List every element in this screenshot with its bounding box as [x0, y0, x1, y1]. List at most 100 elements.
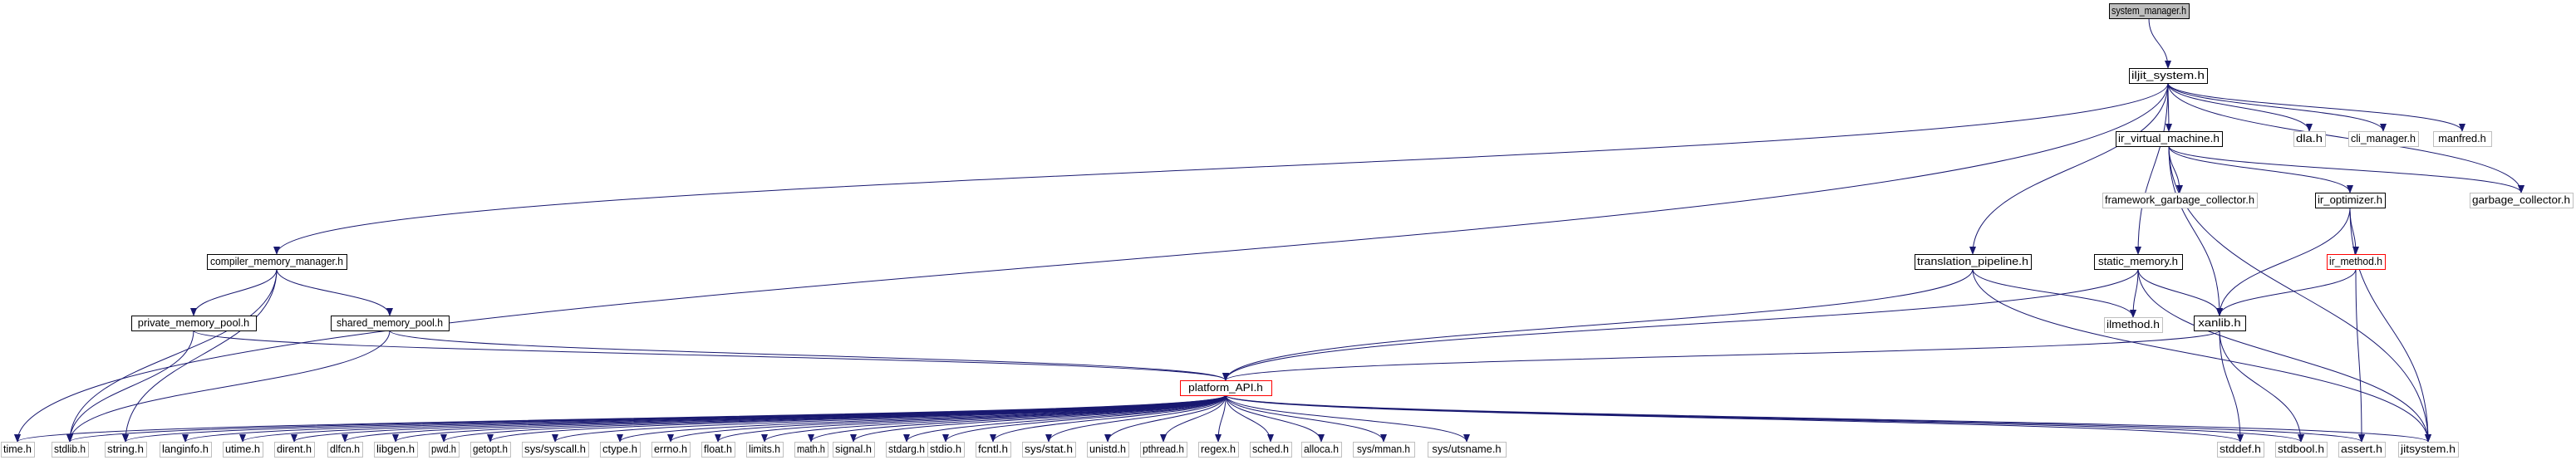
node-box — [2094, 254, 2183, 270]
node-dirent: dirent.h — [274, 442, 315, 458]
node-ir-optimizer[interactable]: ir_optimizer.h — [2315, 193, 2386, 208]
node-label: getopt.h — [473, 443, 508, 455]
node-float: float.h — [701, 442, 735, 458]
edge-ir_virtual_machine-to-ir_optimizer — [2168, 145, 2353, 193]
node-box — [105, 442, 147, 458]
node-xanlib[interactable]: xanlib.h — [2194, 316, 2246, 331]
node-box — [746, 442, 784, 458]
node-box — [327, 442, 363, 458]
node-label: stdarg.h — [888, 443, 925, 455]
node-label: xanlib.h — [2198, 316, 2240, 329]
node-label: errno.h — [654, 443, 687, 455]
node-ir-method[interactable]: ir_method.h — [2327, 254, 2386, 270]
node-box — [374, 442, 418, 458]
node-stdarg: stdarg.h — [886, 442, 928, 458]
node-platform-API[interactable]: platform_API.h — [1180, 380, 1272, 396]
node-langinfo: langinfo.h — [160, 442, 212, 458]
node-shared-memory-pool[interactable]: shared_memory_pool.h — [331, 316, 450, 331]
node-compiler-memory-manager[interactable]: compiler_memory_manager.h — [207, 254, 347, 270]
edge-platform_API-to-jitsystem — [1225, 394, 2431, 443]
edge-platform_API-to-fcntl — [990, 394, 1227, 443]
node-time: time.h — [1, 442, 35, 458]
node-box — [976, 442, 1011, 458]
edge-platform_API-to-stdlib — [66, 394, 1227, 443]
node-label: utime.h — [225, 443, 260, 455]
node-box — [701, 442, 735, 458]
node-translation-pipeline[interactable]: translation_pipeline.h — [1915, 254, 2032, 270]
node-label: garbage_collector.h — [2472, 193, 2570, 206]
node-label: pthread.h — [1143, 443, 1184, 455]
node-ir-virtual-machine[interactable]: ir_virtual_machine.h — [2116, 131, 2223, 147]
node-box — [274, 442, 315, 458]
node-label: ilmethod.h — [2107, 318, 2160, 330]
node-box — [2398, 442, 2459, 458]
node-label: sys/syscall.h — [524, 443, 586, 455]
node-system-manager[interactable]: system_manager.h — [2109, 3, 2190, 19]
edge-platform_API-to-regex — [1215, 394, 1227, 443]
edge-platform_API-to-sys_mman — [1225, 394, 1387, 443]
node-label: platform_API.h — [1188, 381, 1263, 394]
node-ctype: ctype.h — [600, 442, 641, 458]
node-label: ir_optimizer.h — [2318, 193, 2382, 206]
node-box — [2315, 193, 2386, 208]
edge-iljit_system-to-translation_pipeline — [1969, 82, 2169, 255]
node-cli-manager: cli_manager.h — [2348, 131, 2419, 147]
edge-iljit_system-to-static_memory — [2135, 82, 2169, 255]
node-box — [651, 442, 691, 458]
node-label: dla.h — [2296, 132, 2323, 144]
node-jitsystem: jitsystem.h — [2398, 442, 2459, 458]
node-box — [2194, 316, 2246, 331]
node-utime: utime.h — [223, 442, 263, 458]
node-manfred: manfred.h — [2433, 131, 2492, 147]
node-box — [927, 442, 965, 458]
edge-ir_method-to-assert — [2355, 268, 2365, 443]
edges-layer — [14, 17, 2524, 443]
edge-platform_API-to-math — [808, 394, 1227, 443]
node-garbage-collector: garbage_collector.h — [2470, 193, 2574, 208]
node-box — [833, 442, 875, 458]
node-box — [2348, 131, 2419, 147]
edge-static_memory-to-ilmethod — [2130, 268, 2139, 318]
edge-translation_pipeline-to-ilmethod — [1972, 268, 2136, 318]
node-box — [1301, 442, 1342, 458]
node-label: compiler_memory_manager.h — [210, 255, 343, 267]
node-label: manfred.h — [2438, 132, 2486, 144]
edge-platform_API-to-dlfcn — [342, 394, 1227, 443]
node-fcntl: fcntl.h — [976, 442, 1011, 458]
node-label: dirent.h — [277, 443, 312, 455]
node-label: math.h — [797, 443, 825, 455]
node-label: signal.h — [835, 443, 872, 455]
node-limits: limits.h — [746, 442, 784, 458]
node-box — [1198, 442, 1239, 458]
node-sys-syscall: sys/syscall.h — [522, 442, 589, 458]
node-getopt: getopt.h — [470, 442, 511, 458]
node-alloca: alloca.h — [1301, 442, 1342, 458]
edge-ir_method-to-xanlib — [2216, 268, 2357, 316]
edge-platform_API-to-sys_syscall — [552, 394, 1227, 443]
node-label: framework_garbage_collector.h — [2105, 193, 2254, 206]
node-private-memory-pool[interactable]: private_memory_pool.h — [131, 316, 257, 331]
node-box — [2293, 131, 2326, 147]
edge-iljit_system-to-time — [14, 82, 2169, 443]
edge-translation_pipeline-to-platform_API — [1222, 268, 1974, 381]
node-box — [331, 316, 450, 331]
node-label: unistd.h — [1089, 443, 1126, 455]
edge-translation_pipeline-to-jitsystem — [1972, 268, 2431, 443]
edge-platform_API-to-pthread — [1160, 394, 1227, 443]
node-sys-utsname: sys/utsname.h — [1428, 442, 1507, 458]
node-iljit-system[interactable]: iljit_system.h — [2129, 68, 2208, 84]
node-libgen: libgen.h — [374, 442, 418, 458]
edge-ir_optimizer-to-jitsystem — [2349, 207, 2431, 443]
node-box — [2217, 442, 2264, 458]
edge-private_memory_pool-to-platform_API — [193, 330, 1229, 381]
edge-platform_API-to-libgen — [392, 394, 1227, 443]
node-box — [223, 442, 263, 458]
edge-platform_API-to-signal — [850, 394, 1227, 443]
edge-iljit_system-to-garbage_collector — [2167, 82, 2524, 193]
node-label: limits.h — [749, 443, 780, 455]
node-static-memory[interactable]: static_memory.h — [2094, 254, 2183, 270]
node-box — [2116, 131, 2223, 147]
node-label: pwd.h — [431, 443, 456, 455]
node-box — [2470, 193, 2574, 208]
node-pwd: pwd.h — [429, 442, 460, 458]
